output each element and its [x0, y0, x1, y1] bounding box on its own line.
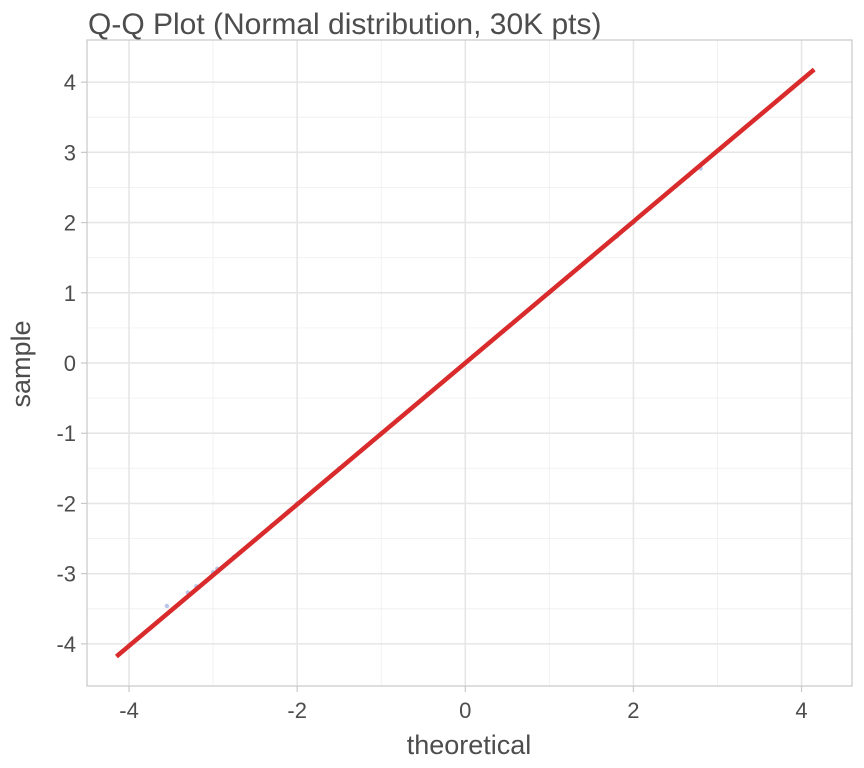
y-tick-label: 3	[64, 140, 76, 165]
gridlines	[87, 40, 852, 686]
y-tick-label: -1	[56, 421, 76, 446]
y-tick-label: -4	[56, 632, 76, 657]
reference-line	[114, 67, 816, 659]
y-tick-label: -3	[56, 562, 76, 587]
x-tick-label: -2	[287, 698, 307, 723]
x-axis-title: theoretical	[407, 730, 532, 760]
x-tick-label: -4	[119, 698, 139, 723]
y-tick-label: 1	[64, 281, 76, 306]
reference-line-group	[114, 67, 816, 659]
y-tick-label: 4	[64, 70, 76, 95]
y-tick-label: 0	[64, 351, 76, 376]
y-tick-label: 2	[64, 211, 76, 236]
y-axis-title: sample	[6, 320, 36, 407]
x-tick-label: 2	[627, 698, 639, 723]
chart-title: Q-Q Plot (Normal distribution, 30K pts)	[88, 8, 602, 41]
x-tick-label: 4	[795, 698, 807, 723]
data-point	[164, 603, 170, 609]
axis-ticks: -4 -2 0 2 4 -4 -3 -2 -1 0 1 2 3 4	[56, 70, 807, 723]
x-tick-label: 0	[459, 698, 471, 723]
y-tick-label: -2	[56, 491, 76, 516]
